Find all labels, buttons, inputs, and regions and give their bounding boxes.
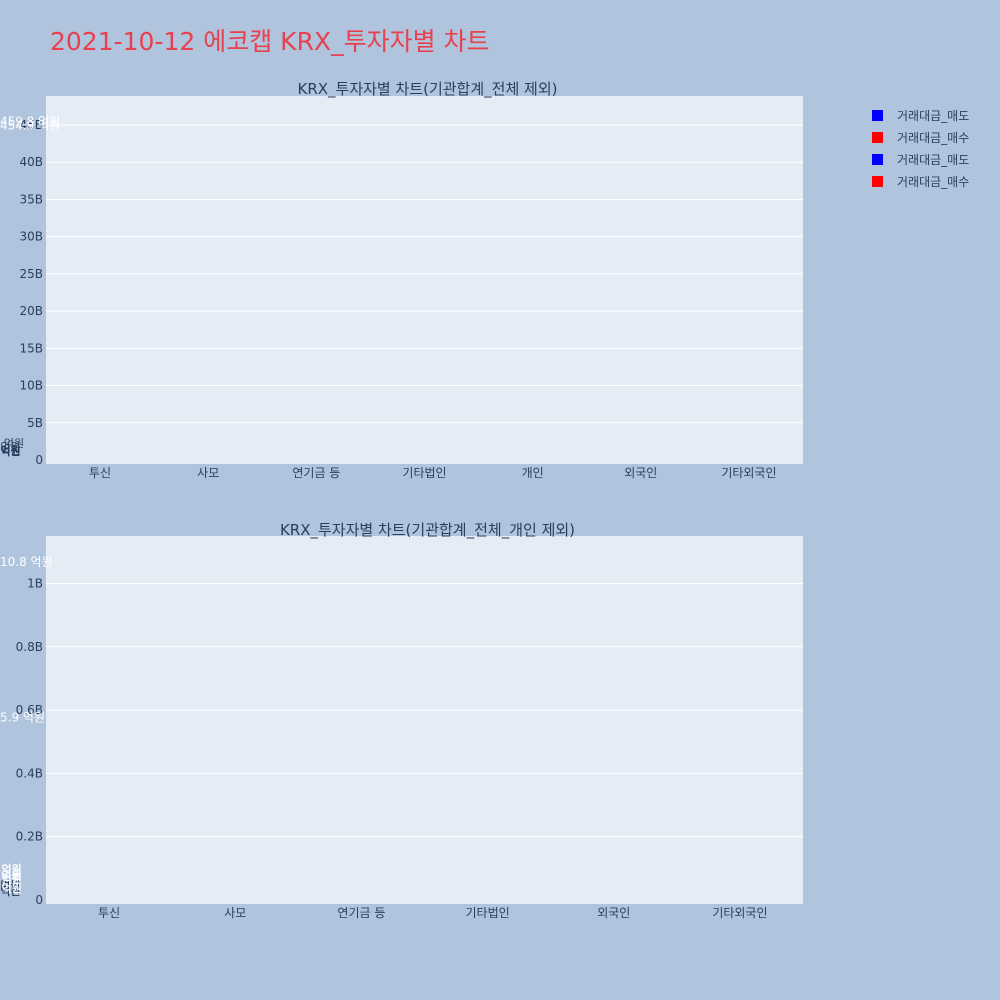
data-label: 454.9 억원 <box>0 118 60 132</box>
y-tick-label: 0.4B <box>16 766 43 780</box>
legend-label: 거래대금_매도 <box>897 108 970 123</box>
plot-area <box>46 536 803 904</box>
y-tick-label: 0.2B <box>16 830 43 844</box>
x-tick-label: 개인 <box>522 466 544 480</box>
legend-swatch <box>872 175 883 187</box>
y-tick-label: 40B <box>19 155 43 169</box>
data-label: 0.2 억원 <box>0 879 21 892</box>
legend-item[interactable]: 거래대금_매도 <box>872 104 969 126</box>
legend-label: 거래대금_매수 <box>897 130 970 145</box>
legend-label: 거래대금_매수 <box>897 174 970 189</box>
y-tick-label: 25B <box>19 267 43 281</box>
legend[interactable]: 거래대금_매도 거래대금_매수 거래대금_매도 거래대금_매수 <box>872 104 969 192</box>
data-label: 1.3 억원 <box>0 444 21 457</box>
plot-area <box>46 96 803 464</box>
legend-swatch <box>872 109 883 121</box>
data-label: 0.0 억원 <box>0 885 21 898</box>
chart-title: KRX_투자자별 차트(기관합계_전체_개인 제외) <box>280 521 575 540</box>
data-label: 1.0 억원 <box>0 871 22 885</box>
x-tick-label: 기타법인 <box>402 466 446 480</box>
y-tick-label: 35B <box>19 192 43 206</box>
y-tick-label: 0.8B <box>16 640 43 654</box>
x-tick-label: 기타외국인 <box>712 906 767 920</box>
x-tick-label: 투신 <box>98 906 120 920</box>
data-label: 0.7 억원 <box>0 881 22 895</box>
data-label: 0.2 억원 <box>0 445 21 458</box>
data-label: 1.1 억원 <box>0 444 21 457</box>
data-label: 10.8 억원 <box>0 555 53 569</box>
y-tick-label: 0 <box>35 453 43 467</box>
data-label: 0.0 억원 <box>0 885 21 898</box>
data-label: 0.7 억원 <box>0 444 21 457</box>
data-label: 5.9 억원 <box>0 710 45 724</box>
x-tick-label: 투신 <box>89 466 111 480</box>
x-tick-label: 연기금 등 <box>292 466 340 480</box>
y-tick-label: 0 <box>35 893 43 907</box>
y-tick-label: 45B <box>19 118 43 132</box>
data-label: 0.0 억원 <box>0 885 21 898</box>
data-label: 0.1 억원 <box>0 882 21 895</box>
x-tick-label: 기타외국인 <box>721 466 776 480</box>
data-label: 0.0 억원 <box>0 445 21 458</box>
data-label: 0.1 억원 <box>0 445 21 458</box>
legend-label: 거래대금_매도 <box>897 152 970 167</box>
y-tick-label: 0.6B <box>16 703 43 717</box>
data-label: 10.8 억원 <box>0 437 24 450</box>
y-tick-label: 5B <box>27 416 43 430</box>
y-tick-label: 20B <box>19 304 43 318</box>
x-tick-label: 기타법인 <box>465 906 509 920</box>
data-label: 1.0 억원 <box>0 444 21 457</box>
page-title: 2021-10-12 에코캡 KRX_투자자별 차트 <box>50 27 490 56</box>
x-tick-label: 사모 <box>197 466 219 480</box>
data-label: 1.1 억원 <box>0 868 22 882</box>
legend-item[interactable]: 거래대금_매수 <box>872 170 969 192</box>
x-tick-label: 외국인 <box>624 466 657 480</box>
y-tick-label: 10B <box>19 379 43 393</box>
chart-title: KRX_투자자별 차트(기관합계_전체 제외) <box>298 80 558 99</box>
y-tick-label: 30B <box>19 230 43 244</box>
data-label: 0.2 억원 <box>0 445 21 458</box>
data-label: 0.2 억원 <box>0 879 21 892</box>
x-tick-label: 외국인 <box>597 906 630 920</box>
legend-swatch <box>872 153 883 165</box>
y-tick-label: 1B <box>27 576 43 590</box>
data-label: 459.8 억원 <box>0 115 60 129</box>
data-label: 1.3 억원 <box>0 862 22 876</box>
data-label: 5.9 억원 <box>0 441 21 454</box>
legend-item[interactable]: 거래대금_매수 <box>872 126 969 148</box>
x-tick-label: 사모 <box>224 906 246 920</box>
legend-item[interactable]: 거래대금_매도 <box>872 148 969 170</box>
x-tick-label: 연기금 등 <box>337 906 385 920</box>
y-tick-label: 15B <box>19 341 43 355</box>
legend-swatch <box>872 131 883 143</box>
